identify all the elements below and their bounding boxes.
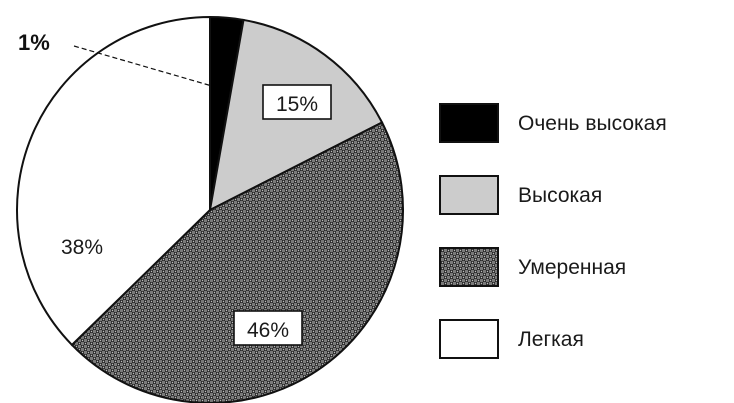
slice-label-box-3 bbox=[233, 310, 303, 346]
legend-swatch-1 bbox=[439, 103, 499, 143]
legend-label-2: Высокая bbox=[518, 184, 602, 207]
legend-swatch-2 bbox=[439, 175, 499, 215]
legend-label-1: Очень высокая bbox=[518, 112, 667, 135]
callout-label: 1% bbox=[18, 30, 50, 55]
slice-label-box-2 bbox=[262, 84, 332, 120]
pie-labels: 15% 46% 38% bbox=[61, 84, 332, 346]
slice-label-2: 15% bbox=[276, 93, 318, 116]
legend: Очень высокая Высокая Умеренная Легкая bbox=[439, 103, 667, 359]
pie-slices bbox=[16, 15, 404, 403]
legend-swatch-4 bbox=[439, 319, 499, 359]
legend-label-3: Умеренная bbox=[518, 256, 626, 279]
legend-swatch-3 bbox=[439, 247, 499, 287]
pie-slice-3 bbox=[70, 121, 404, 403]
slice-label-3: 46% bbox=[247, 319, 289, 342]
pie-slice-4 bbox=[16, 15, 211, 347]
slice-label-4: 38% bbox=[61, 236, 103, 259]
legend-label-4: Легкая bbox=[518, 328, 584, 351]
